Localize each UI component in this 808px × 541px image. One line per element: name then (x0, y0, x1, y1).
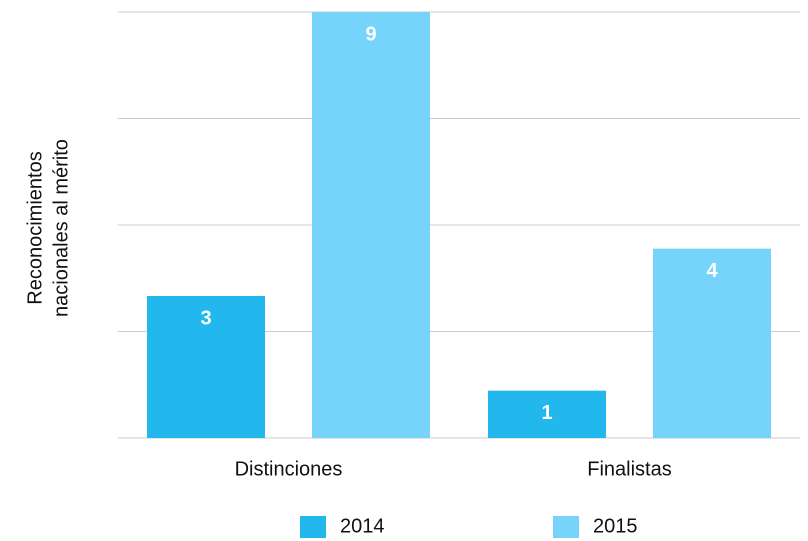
bar (147, 296, 265, 438)
legend-label: 2014 (340, 515, 385, 537)
y-axis-title: Reconocimientos nacionales al mérito (24, 139, 72, 317)
legend-label: 2015 (593, 515, 638, 537)
y-axis-title-line: nacionales al mérito (50, 139, 72, 317)
legend-swatch (553, 516, 579, 538)
value-label: 3 (200, 307, 211, 329)
bar (312, 12, 430, 438)
value-label: 1 (541, 402, 552, 424)
bar (488, 390, 606, 438)
value-label: 9 (365, 23, 376, 45)
bar (653, 248, 771, 438)
legend-swatch (300, 516, 326, 538)
x-tick-label: Finalistas (587, 458, 671, 480)
value-label: 4 (706, 260, 718, 282)
x-tick-label: Distinciones (235, 458, 343, 480)
y-axis-title-line: Reconocimientos (24, 151, 46, 304)
